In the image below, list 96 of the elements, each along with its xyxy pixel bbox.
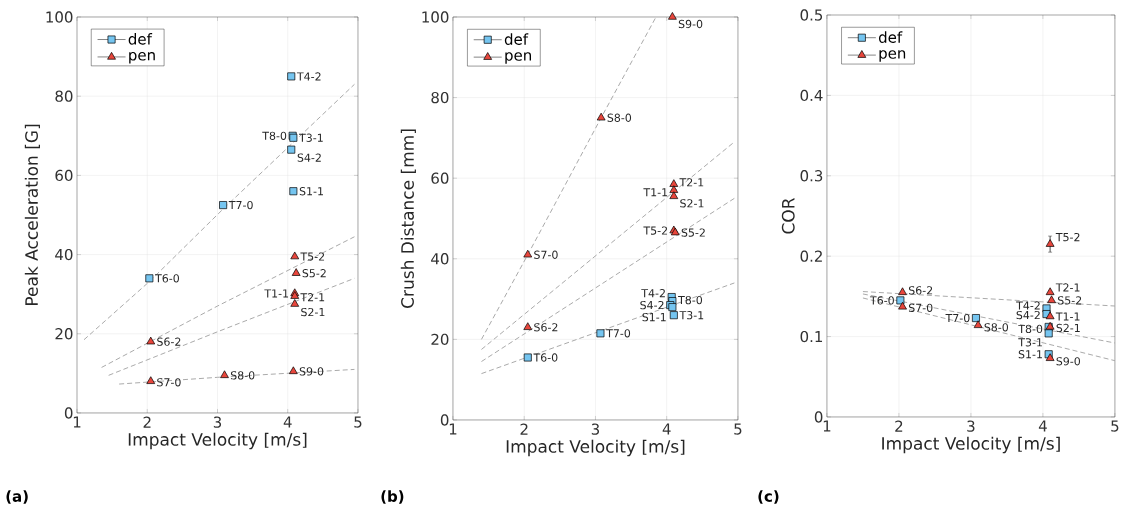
y-tick-label: 20 [55,328,73,340]
annotation: T4-2 [296,72,321,81]
text: (a) [6,490,28,504]
annotation: S6-2 [157,337,181,346]
annotation: S8-0 [984,323,1009,332]
annotation: T1-1 [264,289,289,298]
x-tick-label: 1 [449,423,457,435]
annotation: T3-1 [1018,338,1042,347]
annotation: S7-0 [534,250,558,259]
annotation: T4-2 [641,289,665,298]
text: (c) [758,490,779,504]
y-tick-label: 0.1 [800,330,823,343]
y-tick-label: 0.2 [800,250,822,262]
y-tick-label: 0 [64,407,73,419]
x-tick-label: 1 [823,420,831,432]
x-tick-label: 2 [895,420,903,432]
annotation: S5-2 [681,228,705,237]
annotation: T5-2 [643,226,668,235]
y-tick-label: 0 [440,414,449,426]
annotation: S2-1 [680,199,704,208]
annotation: T8-0 [262,131,287,140]
annotation: S8-0 [607,113,632,122]
x-tick-label: 5 [1111,420,1119,432]
y-tick-label: 0.4 [800,89,823,102]
x-tick-label: 4 [283,416,292,428]
y-tick-label: 0 [814,411,823,423]
annotation: S9-0 [299,367,324,376]
x-tick-label: 1 [73,416,81,428]
annotation: T3-1 [679,311,704,320]
x-tick-label: 5 [354,416,362,428]
y-tick-label: 80 [55,90,73,102]
x-axis-title: Impact Velocity [m/s] [882,436,1060,454]
y-tick-label: 60 [55,169,73,182]
annotation: T8-0 [678,295,703,305]
annotation: T4-2 [1016,301,1040,310]
x-tick-label: 2 [520,423,528,435]
annotation: T1-1 [643,188,668,197]
annotation: S6-2 [908,286,933,295]
x-tick-label: 2 [143,416,151,428]
annotation: T6-0 [869,296,894,305]
annotation: S7-0 [157,378,181,387]
y-tick-label: 60 [431,172,449,184]
annotation: S4-2 [640,300,664,310]
y-tick-label: 40 [55,248,73,261]
annotation: S9-0 [1056,357,1081,366]
y-tick-label: 80 [431,91,449,104]
annotation: S5-2 [1057,296,1082,305]
annotation: T2-1 [1055,283,1080,292]
annotation: S2-1 [1056,323,1080,333]
legend-label: pen [129,52,155,64]
annotation: T7-0 [945,313,970,323]
annotation: T1-1 [1055,312,1080,321]
y-axis-title: Peak Acceleration [G] [24,124,40,305]
annotation: S8-0 [230,371,255,380]
annotation: T2-1 [679,178,704,187]
y-tick-label: 20 [431,333,449,346]
annotation: S2-1 [301,307,325,317]
annotation: T2-1 [300,293,325,302]
annotation: S5-2 [302,269,326,278]
annotation: T3-1 [299,133,323,142]
x-tick-label: 3 [967,420,975,432]
annotation: T6-0 [155,274,179,283]
x-tick-label: 3 [213,416,222,428]
x-tick-label: 3 [591,423,600,435]
y-tick-label: 0.3 [800,170,823,182]
annotation: S6-2 [534,323,558,332]
annotation: S9-0 [678,19,703,29]
y-tick-label: 0.5 [800,9,823,21]
annotation: S4-2 [1016,310,1040,320]
x-tick-label: 5 [734,423,742,435]
text: (b) [381,490,404,504]
x-tick-label: 4 [662,423,671,435]
x-axis-title: Impact Velocity [m/s] [128,432,307,450]
annotation: T7-0 [606,329,631,338]
legend-label: pen [505,52,531,64]
annotation: S1-1 [299,187,323,196]
y-axis-title: Crush Distance [mm] [400,129,416,308]
x-tick-label: 4 [1038,420,1047,432]
annotation: S1-1 [642,313,666,322]
y-axis-title: COR [781,197,795,234]
y-tick-label: 100 [422,11,449,23]
legend-label: def [504,33,529,45]
annotation: T6-0 [533,353,558,362]
annotation: T8-0 [1018,324,1043,334]
y-tick-label: 40 [431,253,449,265]
legend-label: def [128,33,153,45]
x-axis-title: Impact Velocity [m/s] [506,439,685,457]
legend-label: def [878,31,903,43]
legend-label: pen [879,50,906,62]
annotation: S1-1 [1018,350,1042,359]
annotation: S4-2 [297,153,321,162]
annotation: T5-2 [300,252,325,261]
annotation: S7-0 [908,303,933,312]
y-tick-label: 100 [46,11,73,23]
annotation: T7-0 [228,200,253,210]
annotation: T5-2 [1055,232,1080,242]
